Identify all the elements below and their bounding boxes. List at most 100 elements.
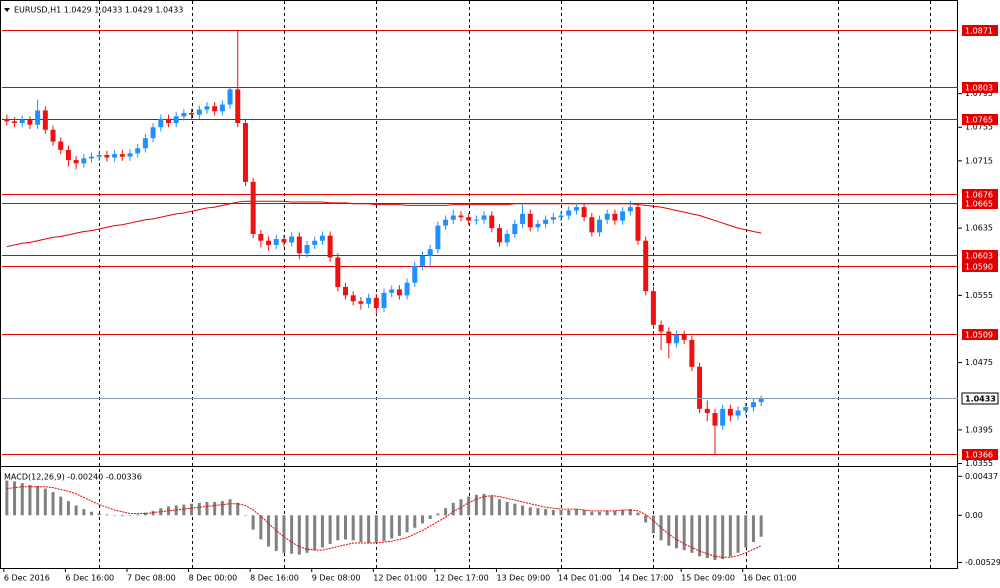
candle-body xyxy=(319,235,325,241)
menu-arrow[interactable] xyxy=(4,8,10,12)
macd-bar xyxy=(43,488,47,516)
macd-bar xyxy=(5,480,9,516)
candle-body xyxy=(219,104,225,112)
x-tick-label: 7 Dec 08:00 xyxy=(127,574,176,583)
macd-bar xyxy=(344,515,348,540)
macd-bar xyxy=(28,484,32,516)
candle-body xyxy=(12,121,18,124)
macd-bar xyxy=(205,501,209,516)
candle-body xyxy=(535,223,541,228)
macd-bar xyxy=(243,515,247,516)
candle-body xyxy=(73,160,79,164)
current-price-label: 1.0433 xyxy=(965,395,996,404)
x-tick-label: 13 Dec 09:00 xyxy=(496,574,550,583)
macd-bar xyxy=(66,501,70,516)
level-label-box xyxy=(962,261,998,272)
y-tick-label: 1.0755 xyxy=(965,123,993,132)
x-tick-label: 6 Dec 16:00 xyxy=(65,574,114,583)
macd-y-tick-label: -0.00529 xyxy=(965,558,1000,567)
x-tick-label: 8 Dec 00:00 xyxy=(189,574,238,583)
candle-body xyxy=(527,213,533,228)
price-panel xyxy=(2,29,958,455)
macd-bar xyxy=(120,515,124,517)
candle-body xyxy=(119,154,125,157)
macd-bar xyxy=(728,515,732,557)
candle-body xyxy=(481,215,487,220)
macd-bar xyxy=(613,510,617,516)
macd-bar xyxy=(136,514,140,516)
macd-bar xyxy=(297,515,301,555)
macd-bar xyxy=(436,513,440,516)
candle-body xyxy=(304,244,310,254)
candle-body xyxy=(289,236,295,243)
candle-body xyxy=(327,235,333,258)
macd-bar xyxy=(444,508,448,516)
macd-bar xyxy=(651,515,655,534)
candle-body xyxy=(281,239,287,243)
macd-bar xyxy=(751,515,755,543)
candle-body xyxy=(589,217,595,233)
candle-body xyxy=(196,109,202,115)
candle-body xyxy=(620,211,626,221)
candle-body xyxy=(550,217,556,220)
macd-bar xyxy=(90,511,94,516)
macd-bar xyxy=(567,509,571,516)
candle-body xyxy=(635,207,641,241)
macd-bar xyxy=(705,515,709,559)
candle-body xyxy=(204,106,210,110)
candle-body xyxy=(50,129,56,142)
macd-bar xyxy=(13,481,17,516)
level-label-box xyxy=(962,189,998,200)
macd-bar xyxy=(505,501,509,516)
y-tick-label: 1.0355 xyxy=(965,459,993,468)
macd-bar xyxy=(598,511,602,516)
macd-bar xyxy=(497,499,501,516)
candle-body xyxy=(720,408,726,426)
candle-body xyxy=(150,127,156,139)
level-label: 1.0590 xyxy=(965,263,993,272)
candle-body xyxy=(381,292,387,308)
y-tick-label: 1.0635 xyxy=(965,224,993,233)
macd-bar xyxy=(482,493,486,516)
level-label-box xyxy=(962,82,998,93)
candle-body xyxy=(366,297,372,304)
level-label: 1.0366 xyxy=(965,451,993,460)
macd-bar xyxy=(574,509,578,516)
candle-body xyxy=(435,225,441,250)
x-tick-label: 6 Dec 2016 xyxy=(4,574,50,583)
macd-bar xyxy=(251,515,255,530)
macd-panel xyxy=(5,480,763,560)
candle-body xyxy=(743,407,749,411)
candle-body xyxy=(35,110,41,125)
level-label: 1.0603 xyxy=(965,252,993,261)
macd-bar xyxy=(413,515,417,528)
candle-body xyxy=(650,291,656,325)
macd-bar xyxy=(405,515,409,533)
macd-bar xyxy=(374,515,378,543)
macd-bar xyxy=(190,503,194,516)
level-label-box xyxy=(962,114,998,125)
candle-body xyxy=(373,297,379,308)
candle-body xyxy=(396,289,402,296)
macd-bar xyxy=(713,515,717,560)
macd-bar xyxy=(259,515,263,540)
candle-body xyxy=(158,118,164,128)
candle-body xyxy=(681,334,687,340)
candle-body xyxy=(227,89,233,105)
macd-bar xyxy=(267,515,271,547)
y-tick-label: 1.0795 xyxy=(965,89,993,98)
macd-bar xyxy=(667,515,671,546)
macd-bar xyxy=(351,515,355,541)
candle-body xyxy=(489,215,495,229)
candle-body xyxy=(242,123,248,182)
candle-body xyxy=(627,207,633,212)
candle-body xyxy=(458,215,464,218)
macd-bar xyxy=(282,515,286,553)
macd-bar xyxy=(359,515,363,543)
candle-body xyxy=(704,408,710,414)
x-tick-label: 14 Dec 17:00 xyxy=(620,574,674,583)
macd-bar xyxy=(105,514,109,516)
candle-body xyxy=(443,219,449,226)
